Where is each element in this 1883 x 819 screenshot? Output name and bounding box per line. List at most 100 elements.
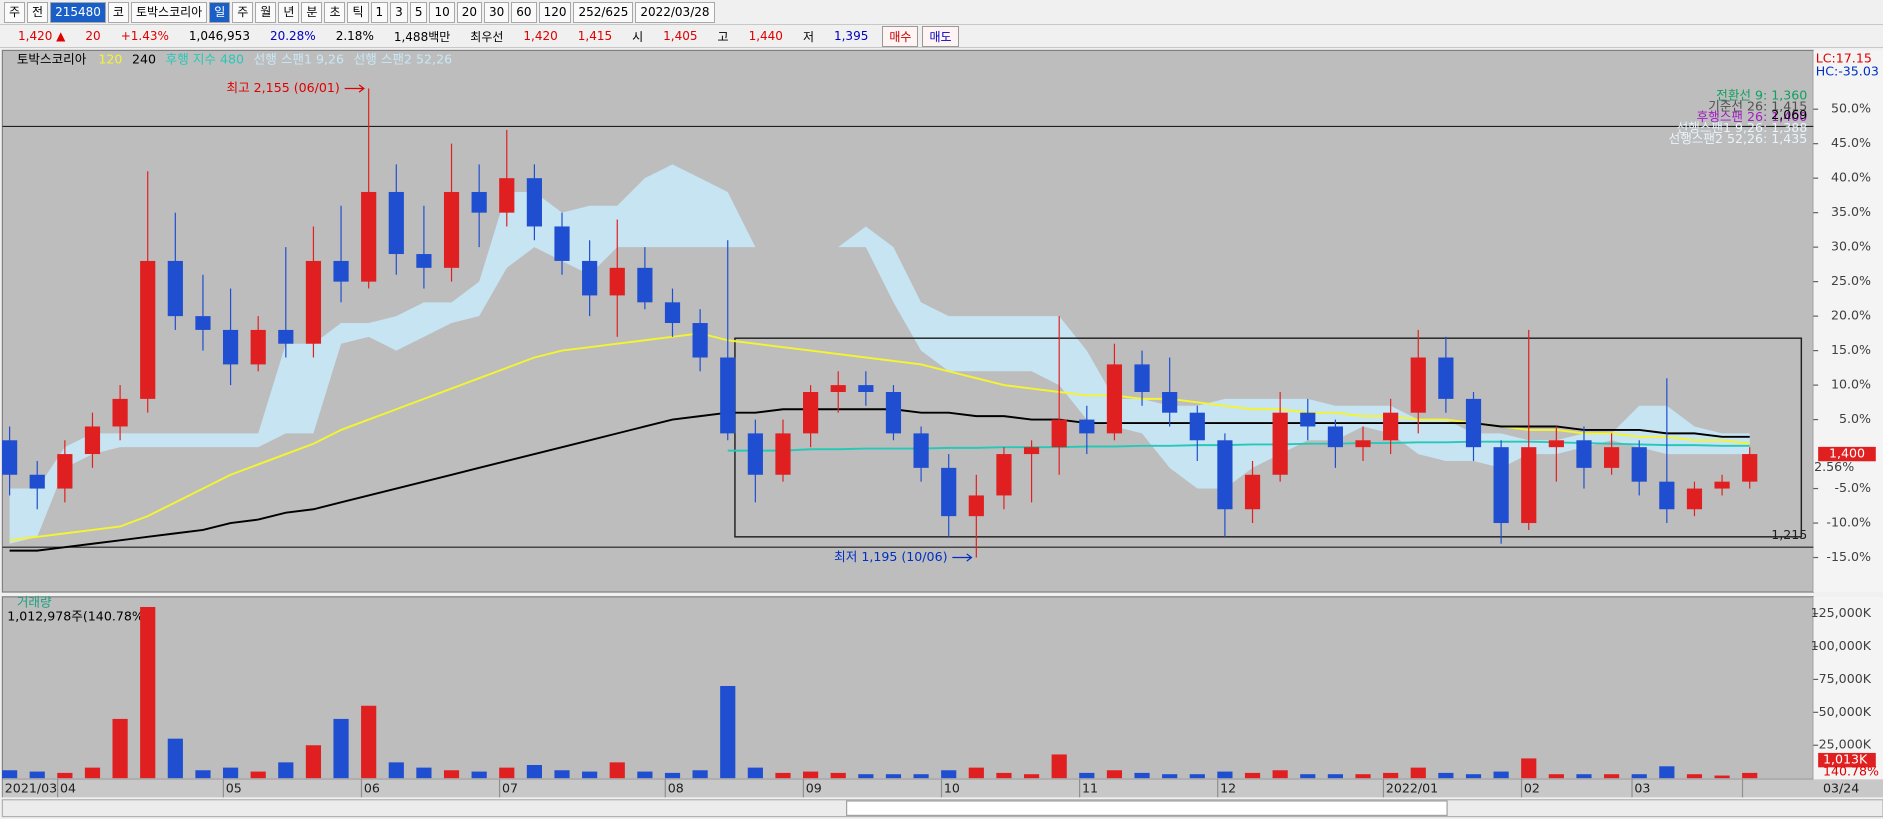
volume-bar: [333, 718, 349, 779]
candle-body: [1217, 440, 1233, 510]
quote-field: 고: [717, 29, 729, 44]
candle-body: [140, 260, 156, 399]
candle-body: [830, 385, 846, 392]
toolbar-button[interactable]: 년: [278, 1, 300, 23]
candle-body: [2, 440, 18, 475]
toolbar-button[interactable]: 3: [390, 1, 408, 23]
volume-bar: [1521, 758, 1537, 779]
candle-body: [775, 433, 791, 475]
lc-label: LC:17.15: [1816, 50, 1872, 65]
indicator-value: 후행스팬 26: 1,400: [1697, 109, 1808, 124]
quote-field: 1,395: [833, 29, 869, 43]
toolbar-button[interactable]: 120: [538, 1, 572, 23]
legend-entry: 240: [132, 52, 156, 67]
quote-field: 1,046,953: [188, 29, 250, 43]
toolbar-button[interactable]: 전: [27, 1, 49, 23]
toolbar-button[interactable]: 20: [456, 1, 483, 23]
level-label: 1,215: [1771, 527, 1807, 542]
price-axis: [1813, 50, 1883, 593]
toolbar-button[interactable]: 일: [209, 1, 231, 23]
volume-panel: [1, 596, 1814, 780]
toolbar-button[interactable]: 분: [301, 1, 323, 23]
indicator-value: 선행스팬2 52,26: 1,435: [1669, 131, 1808, 146]
toolbar-button[interactable]: 215480: [50, 1, 106, 23]
candle-body: [84, 426, 101, 455]
quote-field: 1,420 ▲: [18, 29, 66, 43]
candle-body: [1162, 391, 1178, 413]
quote-field: 2.18%: [335, 29, 374, 43]
toolbar: 주 전 215480 코 토박스코리아 일 주 월 년 분 초 틱 1 3 5 10 20 30 60 120 252/…: [0, 0, 1883, 25]
candle-body: [1604, 447, 1620, 468]
candle-body: [443, 191, 460, 268]
volume-bar: [1106, 770, 1123, 779]
candle-body: [1023, 447, 1040, 455]
volume-bar: [1465, 774, 1482, 779]
toolbar-button[interactable]: 2022/03/28: [635, 1, 715, 23]
volume-bar: [250, 771, 266, 779]
volume-bar: [1659, 766, 1675, 779]
volume-bar: [1079, 772, 1095, 779]
scroll-thumb[interactable]: [846, 800, 1448, 816]
volume-bar: [637, 771, 653, 779]
volume-bar: [305, 745, 322, 779]
y-tick-label: 75,000K: [1819, 671, 1872, 686]
y-tick-label: 30.0%: [1831, 239, 1871, 254]
volume-bar: [1189, 774, 1205, 779]
volume-bar: [1272, 770, 1288, 779]
toolbar-button[interactable]: 5: [409, 1, 428, 23]
candle-body: [996, 454, 1012, 496]
y-tick-label: 100,000K: [1811, 638, 1872, 653]
percent-marker: 2.56%: [1814, 459, 1854, 474]
toolbar-button[interactable]: 월: [255, 1, 277, 23]
volume-bar: [112, 718, 128, 779]
candle-body: [361, 191, 377, 282]
candle-body: [526, 178, 542, 227]
candle-body: [720, 357, 736, 434]
x-tick-label: 07: [502, 780, 518, 795]
toolbar-button[interactable]: 초: [324, 1, 346, 23]
toolbar-button[interactable]: 252/625: [573, 1, 634, 23]
quote-field: +1.43%: [120, 29, 169, 43]
candle-body: [858, 385, 874, 392]
y-tick-label: 35.0%: [1831, 204, 1871, 219]
x-tick-label: 10: [944, 780, 960, 795]
candle-body: [1051, 419, 1067, 448]
volume-bar: [775, 772, 791, 779]
y-tick-label: -15.0%: [1826, 549, 1871, 564]
time-axis: [2, 779, 1883, 798]
toolbar-button[interactable]: 60: [511, 1, 537, 23]
volume-bar: [830, 772, 846, 779]
volume-bar: [1438, 772, 1454, 779]
candle-body: [1300, 412, 1316, 427]
volume-bar: [84, 767, 101, 779]
order-button[interactable]: 매도: [922, 25, 959, 47]
candle-body: [1659, 481, 1675, 510]
moving-average: [9, 332, 1750, 542]
toolbar-button[interactable]: 코: [107, 1, 129, 23]
volume-bar: [1327, 774, 1343, 779]
volume-bar: [858, 774, 874, 779]
toolbar-button[interactable]: 틱: [347, 1, 369, 23]
order-button[interactable]: 매수: [882, 25, 919, 47]
volume-marker: 1,013K: [1823, 752, 1868, 767]
toolbar-button[interactable]: 토박스코리아: [130, 1, 208, 23]
candle-body: [747, 433, 763, 475]
candle-body: [803, 391, 819, 434]
toolbar-button[interactable]: 1: [370, 1, 389, 23]
toolbar-button[interactable]: 주: [232, 1, 254, 23]
toolbar-button[interactable]: 10: [429, 1, 455, 23]
toolbar-button[interactable]: 주: [4, 1, 26, 23]
candle-body: [195, 316, 211, 330]
candle-body: [1465, 398, 1482, 448]
y-tick-label: 10.0%: [1831, 377, 1871, 392]
candle-body: [222, 329, 239, 365]
toolbar-button[interactable]: 30: [484, 1, 510, 23]
volume-bar: [499, 767, 515, 779]
quote-bar: 1,420 ▲ 20 +1.43% 1,046,953 20.28% 2.18% 1,488…: [0, 25, 1883, 48]
volume-bar: [1714, 775, 1730, 779]
price-marker: 1,400: [1829, 446, 1865, 461]
quote-field: 1,488백만: [393, 29, 451, 44]
candle-body: [416, 254, 432, 268]
x-tick-label: 03/24: [1823, 780, 1859, 795]
candle-body: [471, 191, 487, 213]
